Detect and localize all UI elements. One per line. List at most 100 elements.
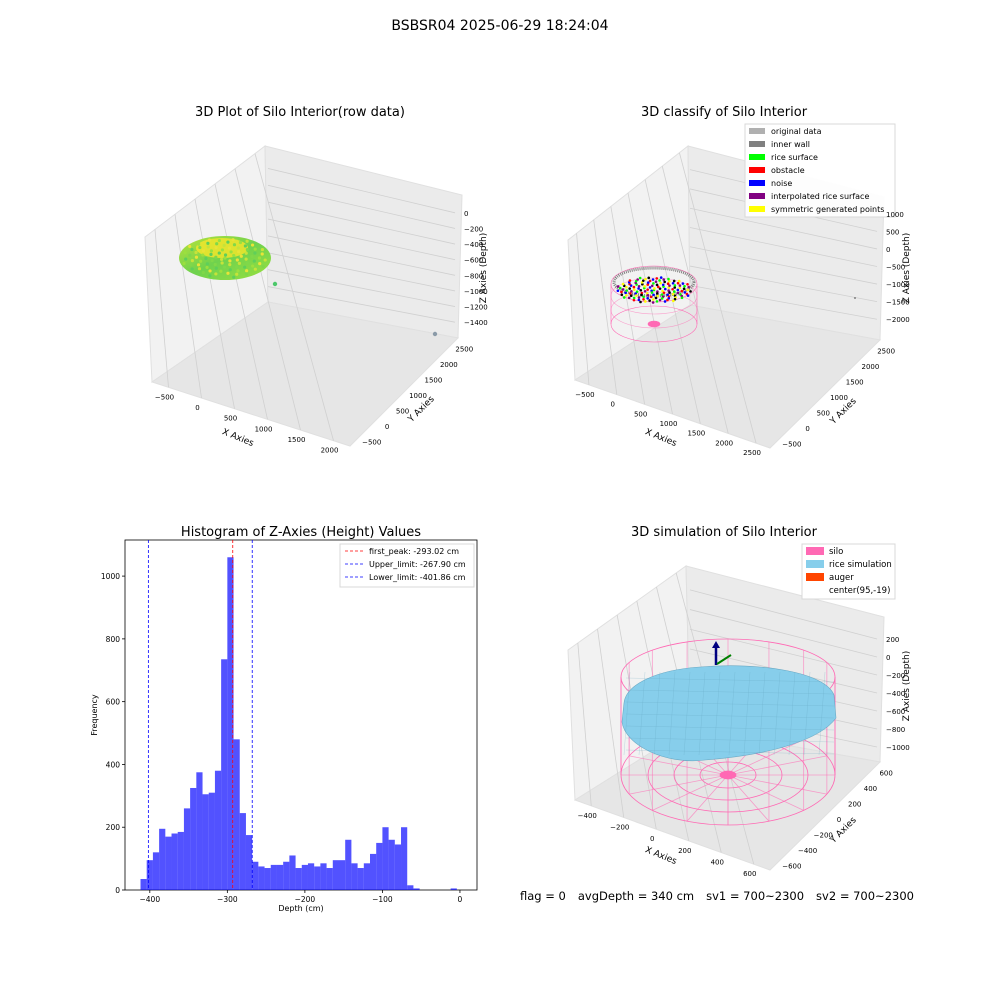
silo-floor-spoke bbox=[652, 774, 729, 811]
histogram-bar bbox=[320, 863, 327, 890]
panel1-point bbox=[237, 249, 241, 254]
y-tick-label: 1500 bbox=[846, 379, 864, 387]
histogram-bar bbox=[307, 863, 315, 890]
panel2-point bbox=[663, 280, 667, 284]
z-tick-label: −1500 bbox=[886, 299, 910, 307]
panel1-point bbox=[232, 253, 236, 258]
panel2-point bbox=[629, 284, 633, 287]
panel1-point bbox=[228, 259, 232, 263]
panel2-point bbox=[666, 293, 669, 297]
panel2-point bbox=[628, 279, 632, 282]
panel1-point bbox=[228, 268, 232, 272]
legend-swatch bbox=[749, 180, 765, 186]
rice-mesh-line bbox=[623, 671, 631, 756]
panel2-z-label: Z Axies (Depth) bbox=[902, 233, 912, 304]
x-tick-label: −400 bbox=[578, 812, 597, 820]
figure-title: BSBSR04 2025-06-29 18:24:04 bbox=[391, 18, 609, 34]
panel2-point bbox=[663, 300, 667, 303]
legend-label: noise bbox=[771, 179, 792, 188]
panel1-point bbox=[237, 261, 241, 265]
panel1-point bbox=[217, 238, 221, 243]
panel4-3d-simulation: 3D simulation of Silo Interior silo rice … bbox=[567, 525, 912, 878]
z-tick-label: −800 bbox=[464, 272, 483, 280]
panel2-point bbox=[652, 282, 655, 285]
z-tick-label: 1000 bbox=[886, 211, 904, 219]
histogram-bar bbox=[214, 770, 222, 890]
panel2-point bbox=[672, 290, 676, 293]
panel1-point bbox=[217, 251, 221, 255]
panel2-point bbox=[629, 294, 633, 297]
panel2-point bbox=[662, 285, 665, 288]
legend-label: center(95,-19) bbox=[829, 586, 890, 596]
panel1-point bbox=[257, 256, 261, 260]
panel2-point bbox=[646, 281, 650, 284]
sv2-text: sv2 = 700~2300 bbox=[816, 889, 914, 903]
panel2-point bbox=[637, 284, 641, 288]
x-tick-label: 2000 bbox=[321, 447, 339, 455]
rice-mesh-line bbox=[625, 737, 835, 743]
x-tick-label: 1000 bbox=[660, 420, 678, 428]
rice-mesh-line bbox=[638, 671, 646, 756]
panel2-point bbox=[672, 279, 676, 283]
histogram-bar bbox=[338, 860, 346, 890]
panel1-point bbox=[251, 264, 255, 268]
x-tick-label: −500 bbox=[155, 393, 174, 401]
legend-swatch bbox=[806, 560, 824, 568]
panel2-point bbox=[616, 285, 620, 288]
z-tick-label: −600 bbox=[464, 257, 483, 265]
histogram-bar bbox=[239, 813, 246, 890]
panel2-point bbox=[673, 297, 677, 301]
y-tick-label: 500 bbox=[817, 409, 830, 417]
y-tick-label: 600 bbox=[879, 770, 892, 778]
z-grid-line bbox=[267, 252, 456, 292]
panel1-point bbox=[236, 269, 240, 273]
panel1-point bbox=[250, 243, 255, 247]
panel1-point bbox=[260, 247, 265, 252]
legend-label: symmetric generated points bbox=[771, 205, 884, 214]
z-tick-label: −1000 bbox=[464, 288, 488, 296]
panel2-point bbox=[651, 298, 655, 301]
status-footer: flag = 0 avgDepth = 340 cm sv1 = 700~2300 s… bbox=[520, 889, 926, 903]
x-grid-line bbox=[254, 153, 334, 441]
y-tick-label: 600 bbox=[106, 698, 121, 707]
x-tick-label: −400 bbox=[140, 895, 161, 904]
rice-mesh-line bbox=[683, 671, 691, 756]
y-tick-label: −500 bbox=[782, 440, 801, 448]
avg-depth-text: avgDepth = 340 cm bbox=[577, 889, 695, 903]
panel2-point bbox=[642, 279, 645, 282]
z-tick-label: −1400 bbox=[464, 319, 488, 327]
panel2-point bbox=[668, 279, 671, 283]
y-tick-label: 500 bbox=[396, 407, 409, 415]
x-tick-label: −300 bbox=[217, 895, 238, 904]
panel2-point bbox=[635, 290, 639, 294]
panel2-point bbox=[625, 294, 628, 297]
rice-mesh-line bbox=[773, 671, 781, 756]
rice-mesh-line bbox=[625, 749, 835, 755]
panel2-point bbox=[621, 288, 625, 291]
x-tick-label: 2000 bbox=[715, 439, 733, 447]
histogram-bar bbox=[252, 861, 259, 890]
panel1-title: 3D Plot of Silo Interior(row data) bbox=[195, 105, 405, 120]
panel1-x-label: X Axies bbox=[220, 427, 255, 449]
panel1-point bbox=[220, 248, 225, 252]
panel2-point bbox=[662, 291, 666, 295]
legend-swatch bbox=[749, 167, 765, 173]
panel1-point bbox=[232, 275, 236, 279]
x-tick-label: 500 bbox=[634, 410, 647, 418]
histogram-bar bbox=[401, 827, 408, 890]
z-grid-line bbox=[689, 227, 878, 267]
panel1-point bbox=[197, 242, 201, 246]
panel2-point bbox=[671, 281, 675, 285]
panel2-point bbox=[632, 296, 636, 300]
panel1-point bbox=[235, 258, 239, 262]
panel2-point bbox=[659, 281, 662, 285]
z-grid-line bbox=[267, 286, 456, 323]
panel2-point bbox=[637, 296, 641, 299]
histogram-bar bbox=[233, 739, 240, 890]
x-tick-label: 1000 bbox=[255, 425, 273, 433]
panel1-point bbox=[182, 261, 186, 266]
z-grid-line bbox=[267, 235, 456, 276]
panel2-point bbox=[658, 279, 661, 282]
z-grid-line bbox=[267, 184, 456, 229]
rice-mesh-line bbox=[625, 725, 835, 731]
